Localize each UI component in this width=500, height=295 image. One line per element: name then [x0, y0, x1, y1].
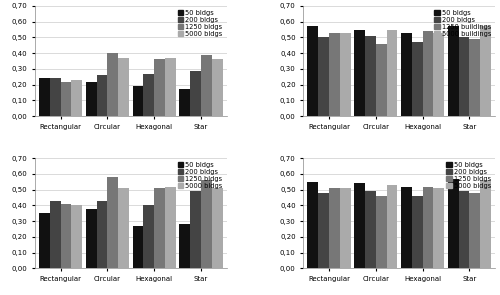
Bar [132, 226, 143, 268]
Bar [165, 186, 176, 268]
Bar [180, 224, 190, 268]
Bar [412, 196, 422, 268]
Bar [386, 30, 398, 116]
Bar [434, 188, 444, 268]
Bar [86, 209, 97, 268]
Bar [365, 36, 376, 116]
Legend: 50 bldgs, 200 bldgs, 1250 buildings, 5000 buildings: 50 bldgs, 200 bldgs, 1250 buildings, 500… [434, 9, 492, 37]
Bar [201, 55, 211, 116]
Bar [448, 26, 458, 116]
Bar [60, 81, 72, 116]
Bar [190, 191, 201, 268]
Bar [39, 78, 50, 116]
Bar [72, 205, 83, 268]
Bar [434, 33, 444, 116]
Bar [329, 33, 340, 116]
Bar [354, 30, 365, 116]
Bar [422, 31, 434, 116]
Bar [39, 213, 50, 268]
Bar [458, 37, 469, 116]
Bar [190, 71, 201, 116]
Bar [108, 53, 118, 116]
Bar [329, 188, 340, 268]
Bar [340, 188, 350, 268]
Legend: 50 bldgs, 200 bldgs, 1250 bldgs, 5000 bldgs: 50 bldgs, 200 bldgs, 1250 bldgs, 5000 bl… [178, 161, 224, 190]
Bar [165, 58, 176, 116]
Bar [60, 204, 72, 268]
Bar [201, 180, 211, 268]
Bar [448, 178, 458, 268]
Bar [86, 81, 97, 116]
Bar [144, 205, 154, 268]
Bar [401, 186, 412, 268]
Bar [118, 58, 129, 116]
Bar [480, 180, 491, 268]
Bar [180, 89, 190, 116]
Bar [470, 39, 480, 116]
Bar [318, 193, 329, 268]
Bar [458, 191, 469, 268]
Bar [154, 188, 165, 268]
Bar [401, 33, 412, 116]
Bar [422, 186, 434, 268]
Bar [154, 60, 165, 116]
Bar [212, 60, 222, 116]
Bar [386, 185, 398, 268]
Bar [50, 78, 60, 116]
Bar [144, 74, 154, 116]
Bar [132, 86, 143, 116]
Bar [354, 183, 365, 268]
Bar [480, 26, 491, 116]
Bar [365, 191, 376, 268]
Bar [108, 177, 118, 268]
Bar [308, 182, 318, 268]
Bar [470, 193, 480, 268]
Legend: 50 bldgs, 200 bldgs, 1250 bldgs, 5000 bldgs: 50 bldgs, 200 bldgs, 1250 bldgs, 5000 bl… [446, 161, 492, 190]
Bar [318, 37, 329, 116]
Bar [340, 33, 350, 116]
Bar [308, 26, 318, 116]
Bar [118, 188, 129, 268]
Bar [376, 44, 386, 116]
Bar [50, 201, 60, 268]
Bar [96, 75, 108, 116]
Bar [412, 42, 422, 116]
Bar [376, 196, 386, 268]
Legend: 50 bldgs, 200 bldgs, 1250 bldgs, 5000 bldgs: 50 bldgs, 200 bldgs, 1250 bldgs, 5000 bl… [178, 9, 224, 37]
Bar [72, 80, 83, 116]
Bar [96, 201, 108, 268]
Bar [212, 188, 222, 268]
